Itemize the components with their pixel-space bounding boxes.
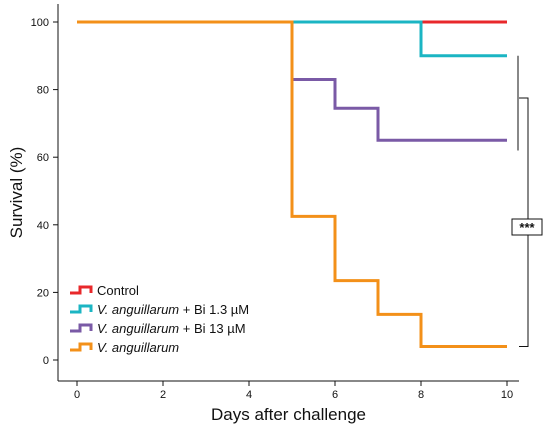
legend-label-2: V. anguillarum + Bi 1.3 µM xyxy=(97,302,249,317)
x-tick-label: 8 xyxy=(418,389,424,401)
y-tick-label: 40 xyxy=(37,220,49,232)
legend-swatch-1 xyxy=(70,285,93,295)
legend-swatch-4 xyxy=(70,342,93,352)
legend-label-rest: + Bi 13 µM xyxy=(179,321,245,336)
axes xyxy=(57,4,519,382)
legend-swatch-3 xyxy=(70,323,93,333)
x-tick-label: 10 xyxy=(501,389,513,401)
series-lines xyxy=(77,20,507,348)
series-line-4 xyxy=(77,20,507,348)
legend-label-rest: Control xyxy=(97,283,139,298)
x-tick-label: 4 xyxy=(246,389,252,401)
ticks: 0 20 40 60 80 100 0 2 4 6 8 10 xyxy=(31,17,513,401)
x-tick-label: 2 xyxy=(160,389,166,401)
y-tick-label: 60 xyxy=(37,152,49,164)
legend-label-italic: V. anguillarum xyxy=(97,321,179,336)
x-tick-label: 0 xyxy=(74,389,80,401)
significance-box xyxy=(511,218,543,236)
significance-label: *** xyxy=(519,220,535,235)
legend-label-rest: + Bi 1.3 µM xyxy=(179,302,249,317)
series-line-2 xyxy=(292,20,507,58)
series-line-3 xyxy=(290,22,507,142)
legend-label-3: V. anguillarum + Bi 13 µM xyxy=(97,321,246,336)
y-tick-label: 100 xyxy=(31,17,49,29)
legend-label-italic: V. anguillarum xyxy=(97,302,179,317)
legend-label-italic: V. anguillarum xyxy=(97,340,179,355)
y-axis-title: Survival (%) xyxy=(7,147,26,239)
x-axis-title: Days after challenge xyxy=(211,405,366,424)
x-tick-label: 6 xyxy=(332,389,338,401)
y-tick-label: 80 xyxy=(37,85,49,97)
legend-label-1: Control xyxy=(97,283,139,298)
legend-swatch-2 xyxy=(70,304,93,314)
significance-brackets: *** xyxy=(511,55,543,347)
legend-label-4: V. anguillarum xyxy=(97,340,179,355)
y-tick-label: 0 xyxy=(43,355,49,367)
y-tick-label: 20 xyxy=(37,287,49,299)
